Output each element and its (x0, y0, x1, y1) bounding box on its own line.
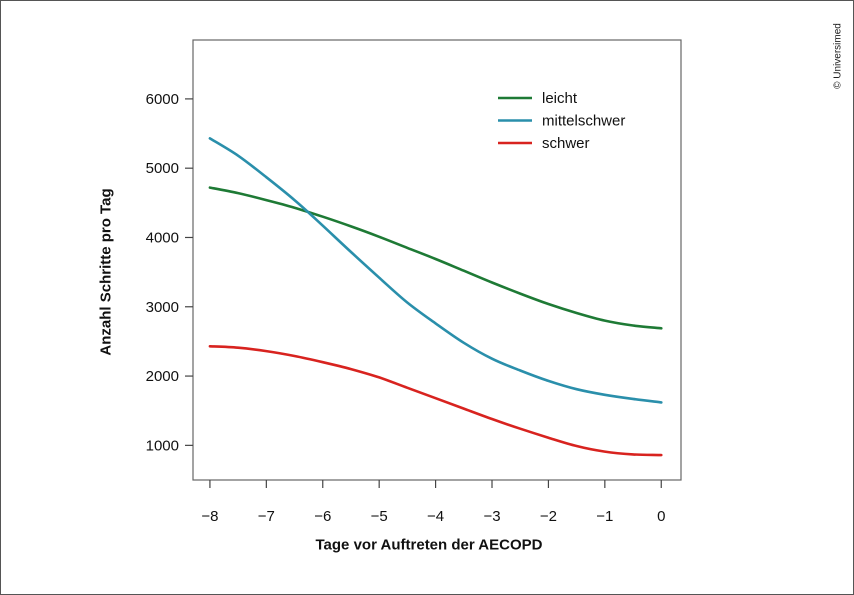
y-tick-label: 3000 (146, 299, 179, 316)
series-line-mittelschwer (208, 137, 663, 404)
x-tick-label: −6 (314, 508, 331, 525)
copyright-credit: © Universimed (832, 23, 844, 89)
y-tick-label: 6000 (146, 91, 179, 108)
series-line-schwer (208, 345, 663, 457)
series-line-leicht (208, 186, 663, 330)
y-tick-label: 2000 (146, 368, 179, 385)
plot-area (192, 39, 682, 481)
x-tick-label: −7 (258, 508, 275, 525)
y-tick-label: 4000 (146, 229, 179, 246)
y-tick-label: 5000 (146, 160, 179, 177)
x-axis-label: Tage vor Auftreten der AECOPD (315, 536, 543, 554)
y-axis: 1000 2000 3000 4000 5000 6000 (146, 91, 193, 454)
x-tick-label: 0 (657, 508, 665, 525)
x-tick-label: −4 (427, 508, 444, 525)
x-tick-label: −2 (540, 508, 557, 525)
series-group (208, 137, 663, 457)
y-axis-label: Anzahl Schritte pro Tag (97, 188, 115, 356)
legend: leicht mittelschwer schwer (498, 90, 625, 152)
x-tick-label: −8 (201, 508, 218, 525)
legend-label-mittelschwer: mittelschwer (542, 113, 625, 130)
x-tick-label: −1 (596, 508, 613, 525)
x-axis: −8 −7 −6 −5 −4 −3 −2 −1 0 (201, 480, 665, 525)
legend-label-leicht: leicht (542, 90, 578, 107)
x-tick-label: −5 (371, 508, 388, 525)
x-tick-label: −3 (483, 508, 500, 525)
y-tick-label: 1000 (146, 437, 179, 454)
legend-label-schwer: schwer (542, 135, 590, 152)
